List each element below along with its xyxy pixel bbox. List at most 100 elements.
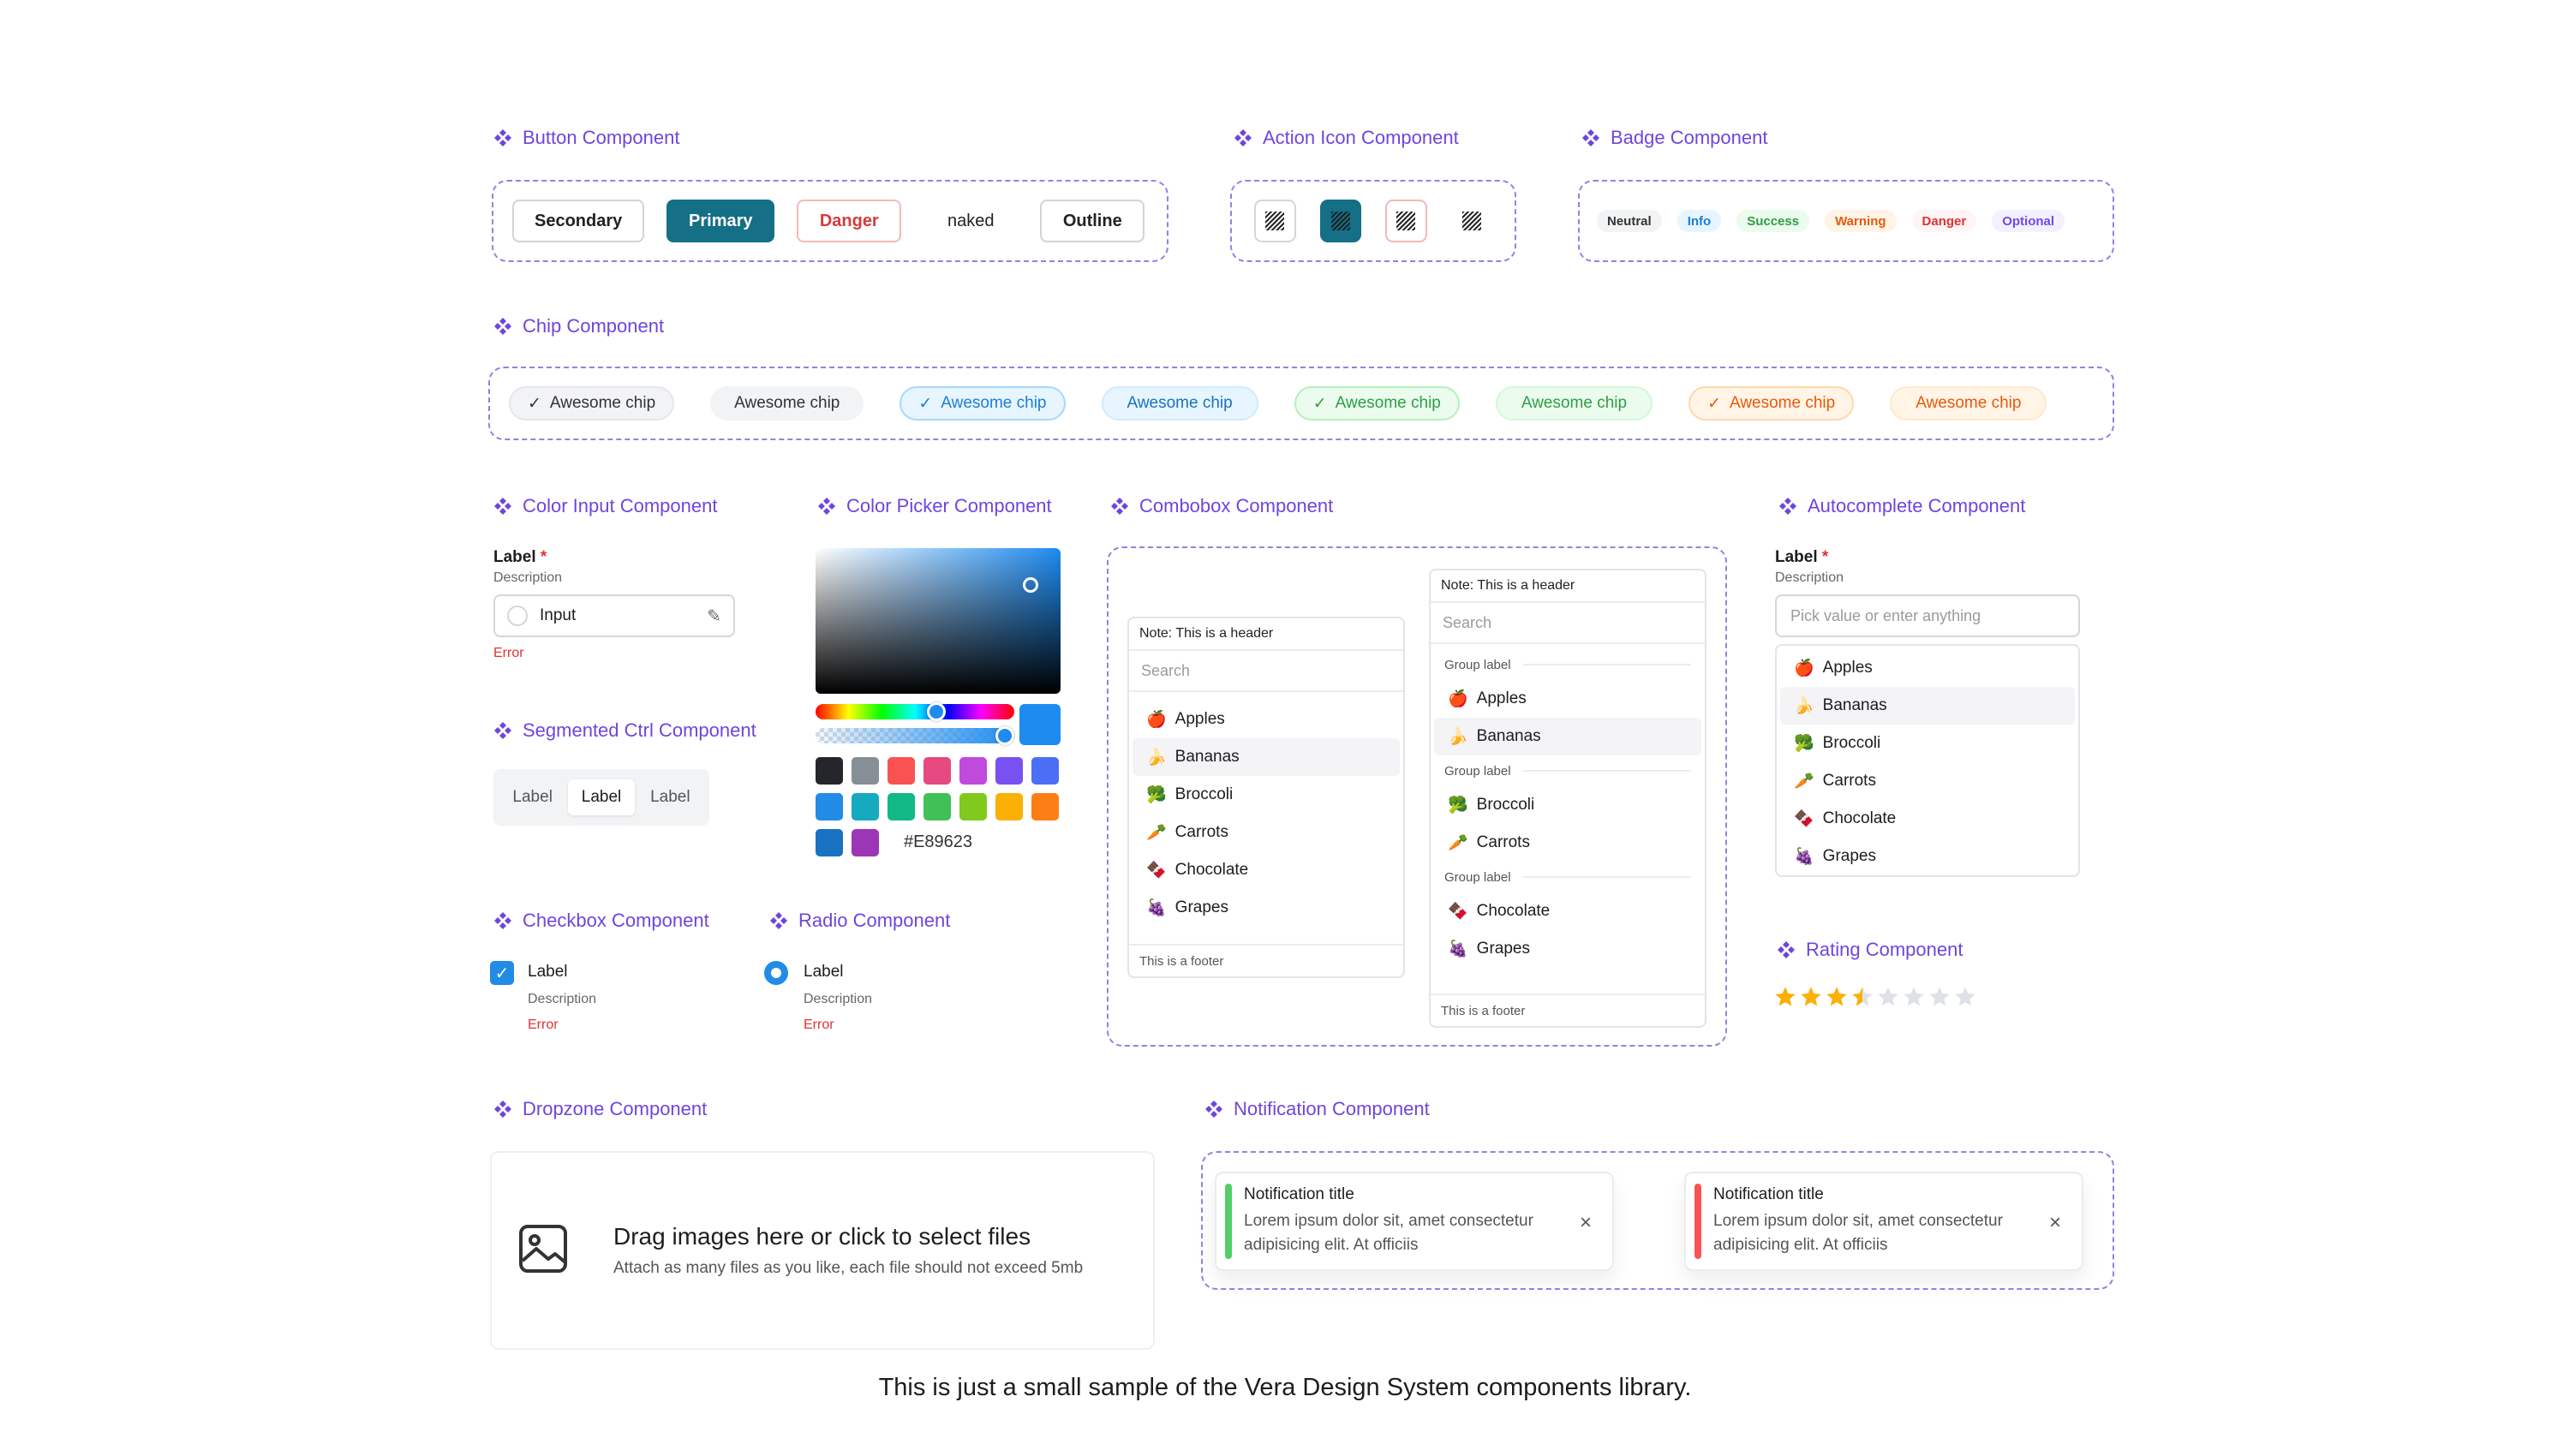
chip-neutral[interactable]: Awesome chip <box>710 386 864 421</box>
combobox-option-carrots[interactable]: 🥕 Carrots <box>1434 824 1701 862</box>
close-icon[interactable]: × <box>1579 1211 1592 1234</box>
section-title-text: Notification Component <box>1234 1098 1430 1119</box>
color-swatch[interactable] <box>888 757 915 785</box>
alpha-thumb[interactable] <box>995 726 1014 745</box>
component-icon <box>1234 129 1252 146</box>
star-icon[interactable] <box>1799 985 1823 1009</box>
notification-accent-bar <box>1694 1184 1701 1259</box>
component-icon <box>494 498 511 515</box>
star-icon[interactable] <box>1876 985 1900 1009</box>
color-swatch[interactable] <box>852 829 879 856</box>
alpha-slider[interactable] <box>816 726 1014 745</box>
autocomplete-option-grapes[interactable]: 🍇 Grapes <box>1780 838 2075 875</box>
star-icon[interactable] <box>1850 985 1874 1009</box>
chip-info[interactable]: Awesome chip <box>1101 386 1258 421</box>
eyedropper-icon[interactable]: ✎ <box>707 606 721 626</box>
combobox-search[interactable]: Search <box>1129 651 1403 692</box>
combobox-option-chocolate[interactable]: 🍫 Chocolate <box>1434 892 1701 930</box>
segment-option[interactable]: Label <box>512 788 553 806</box>
combobox-option-grapes[interactable]: 🍇 Grapes <box>1133 889 1400 927</box>
autocomplete-option-broccoli[interactable]: 🥦 Broccoli <box>1780 725 2075 762</box>
hatch-icon <box>1330 212 1350 230</box>
combobox-section-title: Combobox Component <box>1110 495 1333 517</box>
chip-warning-checked[interactable]: ✓ Awesome chip <box>1688 386 1855 421</box>
chip-success-checked[interactable]: ✓ Awesome chip <box>1294 386 1460 421</box>
combobox-option-bananas[interactable]: 🍌 Bananas <box>1434 718 1701 755</box>
option-label: Carrots <box>1822 772 1876 790</box>
autocomplete-option-apples[interactable]: 🍎 Apples <box>1780 649 2075 687</box>
saturation-thumb[interactable] <box>1023 577 1038 593</box>
autocomplete-option-carrots[interactable]: 🥕 Carrots <box>1780 762 2075 800</box>
color-swatch[interactable] <box>852 757 879 785</box>
notification-accent-bar <box>1225 1184 1232 1259</box>
outline-button[interactable]: Outline <box>1040 200 1145 242</box>
star-icon[interactable] <box>1825 985 1849 1009</box>
saturation-area[interactable] <box>816 548 1061 694</box>
color-swatch[interactable] <box>852 793 879 820</box>
notification-body: Lorem ipsum dolor sit, amet consectetur … <box>1244 1212 1533 1254</box>
broccoli-icon: 🥦 <box>1448 797 1468 815</box>
action-icon-naked[interactable] <box>1451 200 1492 242</box>
color-swatch[interactable] <box>1031 793 1059 820</box>
autocomplete-option-chocolate[interactable]: 🍫 Chocolate <box>1780 800 2075 838</box>
action-icon-primary[interactable] <box>1319 200 1361 242</box>
color-swatch[interactable] <box>923 793 951 820</box>
chip-warning[interactable]: Awesome chip <box>1890 386 2047 421</box>
naked-button[interactable]: naked <box>947 211 995 230</box>
color-swatch[interactable] <box>959 793 987 820</box>
combobox-search[interactable]: Search <box>1431 603 1705 644</box>
grapes-icon: 🍇 <box>1146 899 1167 917</box>
notification-body: Lorem ipsum dolor sit, amet consectetur … <box>1713 1212 2003 1254</box>
secondary-button[interactable]: Secondary <box>512 200 645 242</box>
color-swatch[interactable] <box>888 793 915 820</box>
action-icon-danger[interactable] <box>1385 200 1427 242</box>
chip-info-checked[interactable]: ✓ Awesome chip <box>900 386 1066 421</box>
star-icon[interactable] <box>1902 985 1926 1009</box>
dropzone-area[interactable]: Drag images here or click to select file… <box>490 1151 1155 1350</box>
danger-badge: Danger <box>1911 210 1977 232</box>
chip-neutral-checked[interactable]: ✓ Awesome chip <box>509 386 675 421</box>
segmented-control: Label Label Label <box>493 769 709 826</box>
star-icon[interactable] <box>1928 985 1951 1009</box>
section-title-text: Button Component <box>523 127 680 148</box>
combobox-option-broccoli[interactable]: 🥦 Broccoli <box>1434 786 1701 824</box>
checkbox-error: Error <box>528 1017 559 1032</box>
combobox-option-carrots[interactable]: 🥕 Carrots <box>1133 814 1400 851</box>
hue-slider[interactable] <box>816 702 1014 721</box>
combobox-option-bananas[interactable]: 🍌 Bananas <box>1133 738 1400 776</box>
combobox-option-apples[interactable]: 🍎 Apples <box>1434 680 1701 718</box>
action-icon-showcase <box>1230 180 1516 262</box>
hatch-icon <box>1396 212 1416 230</box>
close-icon[interactable]: × <box>2048 1211 2061 1234</box>
color-swatch[interactable] <box>923 757 951 785</box>
color-swatch[interactable] <box>816 793 843 820</box>
color-input-field[interactable]: Input ✎ <box>493 594 735 637</box>
combobox-option-chocolate[interactable]: 🍫 Chocolate <box>1133 851 1400 889</box>
autocomplete-input[interactable]: Pick value or enter anything <box>1775 594 2080 637</box>
combobox-option-grapes[interactable]: 🍇 Grapes <box>1434 930 1701 968</box>
star-icon[interactable] <box>1773 985 1797 1009</box>
radio-checked[interactable] <box>764 961 788 985</box>
combobox-option-broccoli[interactable]: 🥦 Broccoli <box>1133 776 1400 814</box>
rating-stars[interactable] <box>1773 985 1977 1009</box>
hue-thumb[interactable] <box>927 702 946 721</box>
combobox-option-apples[interactable]: 🍎 Apples <box>1133 701 1400 738</box>
checkbox-checked[interactable]: ✓ <box>490 961 514 985</box>
autocomplete-option-bananas[interactable]: 🍌 Bananas <box>1780 687 2075 725</box>
option-label: Broccoli <box>1822 734 1881 752</box>
component-icon <box>1779 498 1796 515</box>
action-icon-default[interactable] <box>1254 200 1296 242</box>
color-swatch[interactable] <box>995 757 1023 785</box>
chip-success[interactable]: Awesome chip <box>1495 386 1653 421</box>
segment-option-active[interactable]: Label <box>568 779 635 815</box>
color-swatch[interactable] <box>995 793 1023 820</box>
primary-button[interactable]: Primary <box>666 200 775 242</box>
color-swatch[interactable] <box>959 757 987 785</box>
danger-button[interactable]: Danger <box>797 200 902 242</box>
segment-option[interactable]: Label <box>650 788 690 806</box>
color-swatch[interactable] <box>1031 757 1059 785</box>
color-swatch[interactable] <box>816 829 843 856</box>
check-icon: ✓ <box>1707 394 1721 413</box>
color-swatch[interactable] <box>816 757 843 785</box>
star-icon[interactable] <box>1953 985 1977 1009</box>
